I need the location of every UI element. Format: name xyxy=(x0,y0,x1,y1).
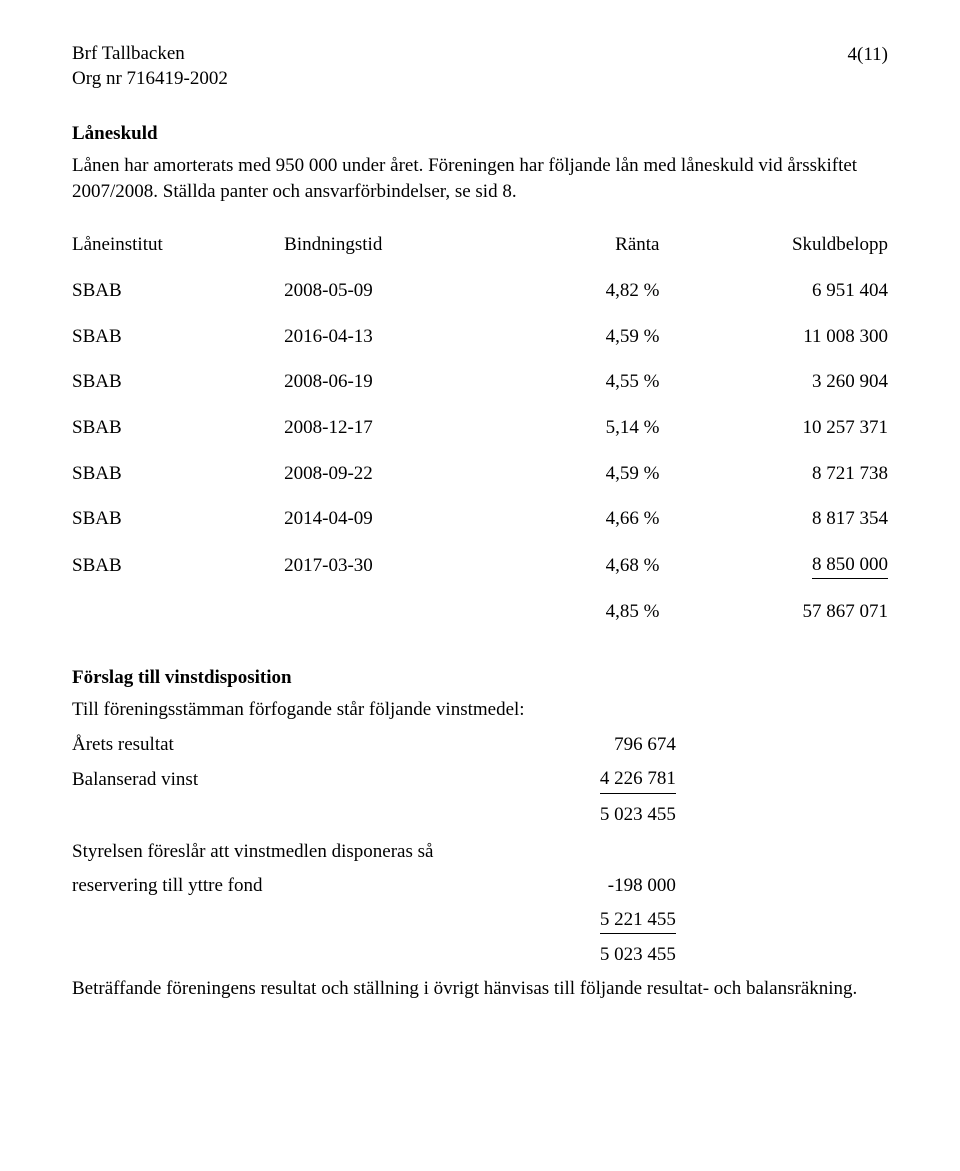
laneskuld-paragraph: Lånen har amorterats med 950 000 under å… xyxy=(72,153,888,204)
disposition-value: 5 221 455 xyxy=(529,903,676,939)
col-rate: Ränta xyxy=(496,222,659,268)
loan-table-row: SBAB2014-04-094,66 %8 817 354 xyxy=(72,496,888,542)
loan-table-header-row: Låneinstitut Bindningstid Ränta Skuldbel… xyxy=(72,222,888,268)
cell-balance: 6 951 404 xyxy=(660,268,889,314)
total-rate: 4,85 % xyxy=(496,589,659,635)
disposition-value: 4 226 781 xyxy=(529,762,676,798)
cell-institution: SBAB xyxy=(72,314,284,360)
cell-institution: SBAB xyxy=(72,496,284,542)
cell-rate: 4,59 % xyxy=(496,314,659,360)
loan-table: Låneinstitut Bindningstid Ränta Skuldbel… xyxy=(72,222,888,635)
cell-rate: 4,82 % xyxy=(496,268,659,314)
cell-balance: 8 721 738 xyxy=(660,451,889,497)
loan-table-row: SBAB2017-03-304,68 %8 850 000 xyxy=(72,542,888,590)
cell-binding: 2014-04-09 xyxy=(284,496,496,542)
cell-institution: SBAB xyxy=(72,542,284,590)
col-institution: Låneinstitut xyxy=(72,222,284,268)
cell-institution: SBAB xyxy=(72,405,284,451)
disposition-row: Årets resultat796 674 xyxy=(72,728,888,762)
page-number: 4(11) xyxy=(848,42,888,68)
disposition-label xyxy=(72,798,529,832)
cell-balance: 11 008 300 xyxy=(660,314,889,360)
loan-table-total-row: 4,85 %57 867 071 xyxy=(72,589,888,635)
section-title-vinstdisposition: Förslag till vinstdisposition xyxy=(72,665,888,691)
cell-rate: 5,14 % xyxy=(496,405,659,451)
cell-rate: 4,68 % xyxy=(496,542,659,590)
document-header: Brf Tallbacken Org nr 716419-2002 4(11) xyxy=(72,42,888,91)
company-name: Brf Tallbacken xyxy=(72,42,228,67)
disposition-row: 5 023 455 xyxy=(72,938,888,972)
disposition-label xyxy=(72,903,529,939)
total-balance: 57 867 071 xyxy=(660,589,889,635)
disposition-label xyxy=(72,938,529,972)
disposition-table-2: reservering till yttre fond-198 0005 221… xyxy=(72,869,888,972)
disposition-mid-line: Styrelsen föreslår att vinstmedlen dispo… xyxy=(72,839,888,865)
disposition-value: 5 023 455 xyxy=(529,938,676,972)
disposition-row: 5 221 455 xyxy=(72,903,888,939)
cell-institution: SBAB xyxy=(72,451,284,497)
loan-table-row: SBAB2008-06-194,55 %3 260 904 xyxy=(72,359,888,405)
cell-balance: 10 257 371 xyxy=(660,405,889,451)
section-title-laneskuld: Låneskuld xyxy=(72,121,888,147)
cell-binding: 2008-09-22 xyxy=(284,451,496,497)
cell-binding: 2017-03-30 xyxy=(284,542,496,590)
cell-institution: SBAB xyxy=(72,359,284,405)
disposition-row: 5 023 455 xyxy=(72,798,888,832)
disposition-label: Årets resultat xyxy=(72,728,529,762)
cell-institution: SBAB xyxy=(72,268,284,314)
footer-paragraph: Beträffande föreningens resultat och stä… xyxy=(72,976,888,1002)
loan-table-row: SBAB2008-05-094,82 %6 951 404 xyxy=(72,268,888,314)
disposition-row: reservering till yttre fond-198 000 xyxy=(72,869,888,903)
cell-balance: 8 850 000 xyxy=(660,542,889,590)
loan-table-row: SBAB2008-09-224,59 %8 721 738 xyxy=(72,451,888,497)
disposition-table-1: Årets resultat796 674Balanserad vinst4 2… xyxy=(72,728,888,831)
loan-table-row: SBAB2008-12-175,14 %10 257 371 xyxy=(72,405,888,451)
disposition-value: 5 023 455 xyxy=(529,798,676,832)
disposition-label: reservering till yttre fond xyxy=(72,869,529,903)
loan-table-row: SBAB2016-04-134,59 %11 008 300 xyxy=(72,314,888,360)
disposition-label: Balanserad vinst xyxy=(72,762,529,798)
cell-rate: 4,59 % xyxy=(496,451,659,497)
cell-binding: 2008-06-19 xyxy=(284,359,496,405)
cell-binding: 2016-04-13 xyxy=(284,314,496,360)
cell-balance: 3 260 904 xyxy=(660,359,889,405)
cell-rate: 4,55 % xyxy=(496,359,659,405)
col-balance: Skuldbelopp xyxy=(660,222,889,268)
disposition-row: Balanserad vinst4 226 781 xyxy=(72,762,888,798)
org-number: Org nr 716419-2002 xyxy=(72,67,228,92)
disposition-value: 796 674 xyxy=(529,728,676,762)
cell-rate: 4,66 % xyxy=(496,496,659,542)
vinst-intro: Till föreningsstämman förfogande står fö… xyxy=(72,697,888,723)
header-left: Brf Tallbacken Org nr 716419-2002 xyxy=(72,42,228,91)
disposition-value: -198 000 xyxy=(529,869,676,903)
cell-balance: 8 817 354 xyxy=(660,496,889,542)
cell-binding: 2008-12-17 xyxy=(284,405,496,451)
col-binding: Bindningstid xyxy=(284,222,496,268)
cell-binding: 2008-05-09 xyxy=(284,268,496,314)
